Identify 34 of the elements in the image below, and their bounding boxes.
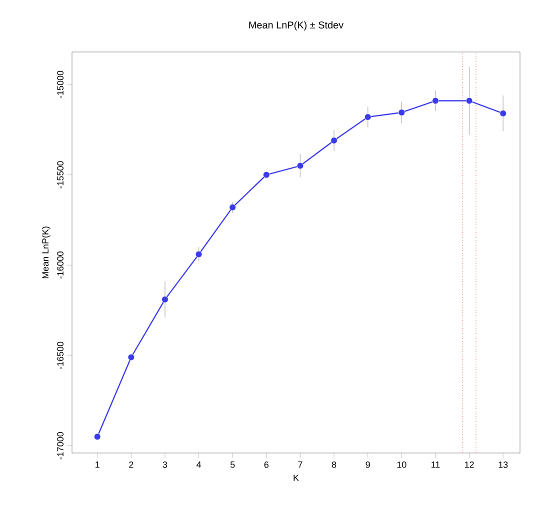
x-tick-label: 12 xyxy=(464,462,474,468)
point xyxy=(466,97,473,104)
x-tick-label: 8 xyxy=(332,462,336,468)
x-tick-label: 9 xyxy=(366,462,370,468)
y-tick-label: -15000 xyxy=(57,70,64,98)
y-tick-label: -16500 xyxy=(57,342,64,369)
point xyxy=(296,162,304,170)
point xyxy=(364,114,372,120)
x-tick-label: 3 xyxy=(162,462,168,468)
point xyxy=(128,354,135,361)
point xyxy=(500,110,506,117)
x-tick-label: 1 xyxy=(96,462,100,468)
point xyxy=(94,433,101,440)
y-tick-label: -16000 xyxy=(57,252,64,279)
y-tick-label: -17000 xyxy=(57,432,64,460)
y-axis-title: Mean LnP(K) xyxy=(42,226,50,278)
y-tick-label: -15500 xyxy=(57,161,64,188)
x-tick-label: 6 xyxy=(264,462,269,468)
point xyxy=(398,109,406,116)
point xyxy=(195,250,202,258)
point xyxy=(229,204,236,211)
x-axis-title: K xyxy=(294,474,299,481)
x-tick-label: 7 xyxy=(298,462,302,468)
x-tick-label: 5 xyxy=(230,462,235,468)
chart-title: Mean LnP(K) ± Stdev xyxy=(249,21,344,30)
x-tick-label: 10 xyxy=(397,462,406,468)
point xyxy=(330,137,338,144)
x-tick-label: 11 xyxy=(432,462,440,468)
x-tick-label: 13 xyxy=(498,462,508,468)
point xyxy=(162,296,168,303)
x-tick-label: 4 xyxy=(196,462,202,468)
x-tick-label: 2 xyxy=(129,462,134,468)
point xyxy=(432,97,439,104)
point xyxy=(263,171,270,178)
